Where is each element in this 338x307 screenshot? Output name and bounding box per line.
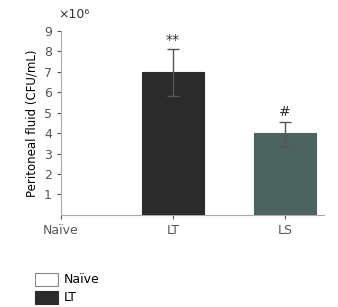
Text: **: ** — [166, 33, 180, 47]
Text: ×10⁶: ×10⁶ — [58, 9, 90, 21]
Legend: Naïve, LT, LS: Naïve, LT, LS — [35, 273, 100, 307]
Bar — [254, 133, 316, 215]
Bar — [142, 72, 204, 215]
Text: #: # — [279, 105, 291, 119]
Y-axis label: Peritoneal fluid (CFU/mL): Peritoneal fluid (CFU/mL) — [25, 49, 38, 196]
